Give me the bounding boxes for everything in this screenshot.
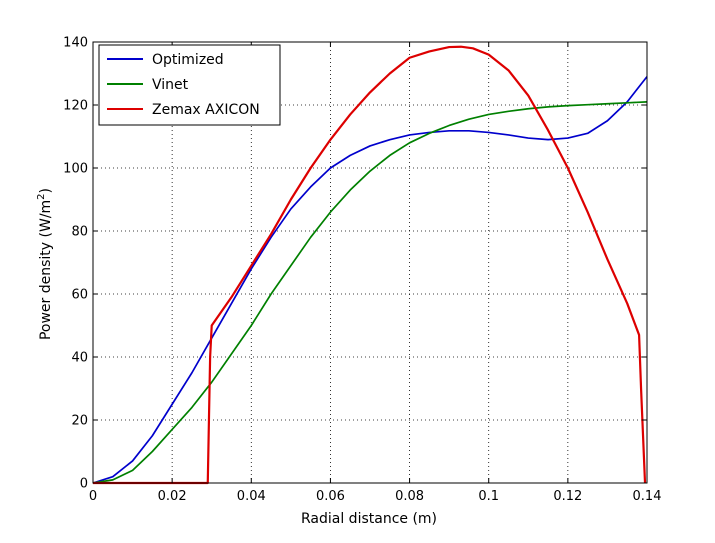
y-axis-label: Power density (W/m2) <box>36 188 54 340</box>
x-tick-label: 0.02 <box>158 489 187 504</box>
series-line-vinet <box>92 101 648 484</box>
y-axis-label-superscript: 2 <box>36 193 47 199</box>
x-tick-label: 0.04 <box>237 489 266 504</box>
series-line-zemax-axicon <box>93 45 647 485</box>
legend: Optimized Vinet Zemax AXICON <box>98 44 281 126</box>
y-tick-label: 80 <box>71 225 88 240</box>
series-line-optimized <box>92 76 648 484</box>
x-tick-label: 0 <box>89 489 97 504</box>
legend-label-optimized: Optimized <box>152 52 224 68</box>
y-tick-label: 140 <box>63 36 88 51</box>
x-axis-label: Radial distance (m) <box>301 511 437 527</box>
x-tick-label: 0.06 <box>316 489 345 504</box>
y-tick-label: 100 <box>63 162 88 177</box>
legend-label-vinet: Vinet <box>152 77 189 93</box>
plot-frame <box>92 41 648 484</box>
x-tick-label: 0.14 <box>633 489 662 504</box>
x-tick-label: 0.1 <box>478 489 499 504</box>
y-axis-label-end: ) <box>38 188 54 193</box>
y-tick-label: 20 <box>71 414 88 429</box>
x-tick-label: 0.08 <box>395 489 424 504</box>
y-tick-label: 60 <box>71 288 88 303</box>
series-layer <box>92 45 648 485</box>
y-tick-label: 0 <box>80 477 88 492</box>
x-tick-label: 0.12 <box>553 489 582 504</box>
y-tick-label: 40 <box>71 351 88 366</box>
y-tick-label: 120 <box>63 99 88 114</box>
legend-label-zemax-axicon: Zemax AXICON <box>152 102 260 118</box>
ticks: 0 0.02 0.04 0.06 0.08 0.1 0.12 0.14 0 20 40 60 80 100… <box>63 36 661 505</box>
